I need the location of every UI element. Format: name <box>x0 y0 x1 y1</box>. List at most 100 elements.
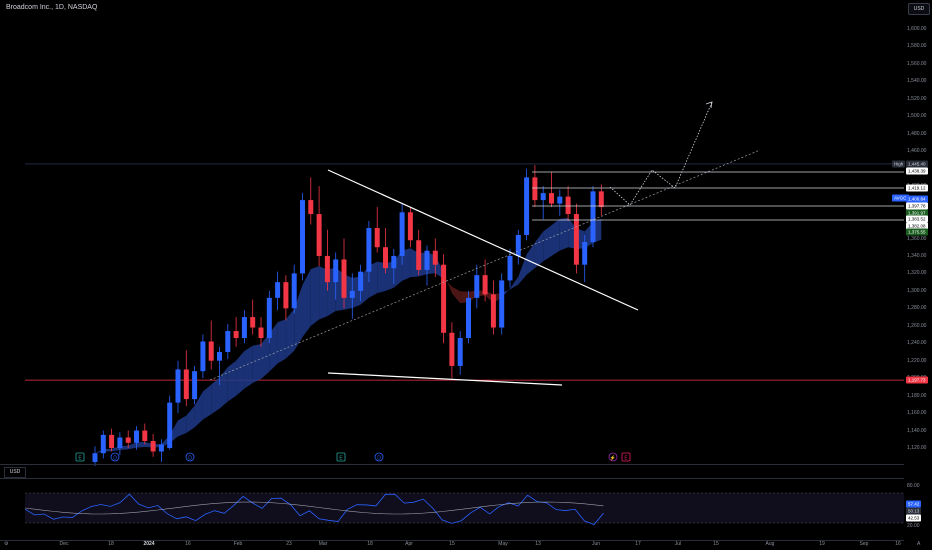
event-marker-icon[interactable]: D <box>374 452 384 462</box>
candle-body <box>573 214 579 265</box>
candle-body <box>175 369 181 403</box>
candle-body <box>482 275 488 295</box>
event-marker-glyph: D <box>377 456 381 462</box>
oscillator-signal-line <box>24 501 604 515</box>
projection-arrow-icon <box>705 101 713 109</box>
ema-ribbon-segment <box>385 261 394 291</box>
pane-divider[interactable] <box>0 464 904 465</box>
currency-button[interactable]: USD <box>908 3 930 15</box>
price-tag: 1,438.39 <box>906 167 928 175</box>
candle-body <box>291 273 297 309</box>
oscillator-tick: 80.00 <box>907 483 920 489</box>
candle-body <box>466 297 471 339</box>
candle-body <box>283 282 289 309</box>
candle-body <box>217 351 222 361</box>
price-tick: 1,280.00 <box>907 305 927 312</box>
ema-ribbon-segment <box>402 248 411 281</box>
price-tick: 1,600.00 <box>907 26 927 32</box>
oscillator-tag: 50.13 <box>906 507 922 515</box>
ema-ribbon-segment <box>451 286 461 304</box>
time-tick: May <box>498 541 508 547</box>
candle-body <box>582 241 588 265</box>
price-tick: 1,480.00 <box>907 130 927 137</box>
event-marker-glyph: ⚡ <box>610 455 616 462</box>
price-tick: 1,300.00 <box>907 287 927 294</box>
ema-ribbon-segment <box>194 391 203 428</box>
high-value-tag: 1,445.40 <box>906 160 928 168</box>
oscillator-chart[interactable] <box>0 478 904 540</box>
candle-body <box>490 294 496 328</box>
timezone-icon[interactable]: ⚙ <box>4 541 9 547</box>
ema-ribbon-segment <box>302 269 311 338</box>
time-tick: 17 <box>635 541 641 547</box>
time-tick: Sep <box>859 541 869 547</box>
oscillator-tag: 57.42 <box>906 500 922 508</box>
candle-body <box>416 240 422 270</box>
candle-body <box>374 228 380 248</box>
price-tick: 1,580.00 <box>907 43 927 50</box>
time-tick: Feb <box>233 541 243 547</box>
pane-divider-2 <box>0 478 904 479</box>
candle-body <box>275 282 281 298</box>
ema-ribbon-segment <box>136 441 145 448</box>
ema-ribbon-segment <box>551 218 560 256</box>
price-tag: 1,383.52 <box>906 215 928 223</box>
price-tick: 1,340.00 <box>907 252 927 259</box>
time-tick: Mar <box>318 541 328 547</box>
candle-body <box>549 193 554 204</box>
candle-body <box>266 297 272 339</box>
event-marker-icon[interactable]: D <box>110 452 120 462</box>
event-marker-frame <box>608 452 618 462</box>
candle-body <box>300 200 305 274</box>
candle-body <box>524 177 530 236</box>
ema-ribbon-segment <box>543 225 552 262</box>
ema-ribbon-segment <box>559 217 569 251</box>
candle-body <box>515 235 521 256</box>
price-tag: 1,391.97 <box>906 209 928 217</box>
oscillator-axis[interactable]: 80.00 20.00 <box>904 478 932 540</box>
high-label: High <box>892 160 906 168</box>
time-tick: 23 <box>286 541 292 547</box>
ema-ribbon-segment <box>219 367 228 409</box>
price-tick: 1,520.00 <box>907 95 927 102</box>
time-axis-divider <box>0 540 904 541</box>
event-marker-icon[interactable]: E <box>336 452 346 462</box>
candle-body <box>457 338 463 366</box>
ema-ribbon-segment <box>277 319 286 364</box>
ema-ribbon-segment <box>377 261 386 294</box>
candle-body <box>324 255 330 283</box>
event-marker-icon[interactable]: E <box>75 452 85 462</box>
price-chart[interactable]: E D D E D ⚡ E <box>0 0 904 466</box>
ema-ribbon-segment <box>510 276 519 290</box>
price-tick: 1,320.00 <box>907 270 927 277</box>
ema-ribbon-segment <box>202 384 212 420</box>
oscillator-tick: 20.00 <box>907 523 920 529</box>
candle-body <box>349 290 355 298</box>
price-tick: 1,360.00 <box>907 235 927 242</box>
event-marker-icon[interactable]: ⚡ <box>608 452 618 462</box>
ema-ribbon-segment <box>236 350 245 396</box>
candle-body <box>308 200 314 215</box>
time-axis[interactable]: Dec 18 2024 16 Feb 23 Mar 18 Apr 15 May 13 Jun 17 Jul 1… <box>0 540 904 550</box>
candle-body <box>125 437 131 443</box>
auto-scale-icon[interactable]: A <box>917 541 921 547</box>
candle-body <box>590 191 596 242</box>
time-tick: 15 <box>449 541 455 547</box>
event-marker-frame <box>185 452 195 462</box>
time-tick: Jul <box>674 541 682 547</box>
candle-body <box>100 434 106 454</box>
candle-body <box>598 191 604 208</box>
price-tick: 1,220.00 <box>907 357 927 364</box>
price-tag: 1,406.84 <box>906 195 928 203</box>
time-tick: 13 <box>535 541 541 547</box>
candle-body <box>333 259 339 283</box>
candle-body <box>200 341 206 372</box>
ema-ribbon-segment <box>310 266 320 326</box>
event-marker-frame <box>621 452 631 462</box>
event-marker-icon[interactable]: D <box>185 452 195 462</box>
candle-body <box>407 212 413 241</box>
event-marker-glyph: E <box>624 456 628 462</box>
time-tick: 2024 <box>143 541 155 547</box>
event-marker-icon[interactable]: E <box>621 452 631 462</box>
event-marker-frame <box>110 452 120 462</box>
